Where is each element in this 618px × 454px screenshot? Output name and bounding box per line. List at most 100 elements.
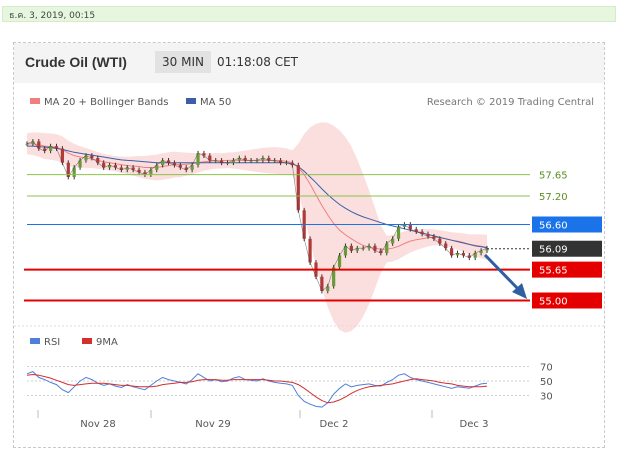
chart-title: Crude Oil (WTI)	[25, 54, 127, 70]
price-candle	[84, 155, 88, 161]
price-candle	[119, 167, 123, 170]
legend-rsi-ma-swatch	[82, 338, 92, 344]
price-candle	[326, 286, 330, 291]
price-candle	[25, 143, 29, 145]
price-candle	[202, 153, 206, 156]
price-candle	[455, 253, 460, 256]
x-axis: Nov 28 Nov 29 Dec 2 Dec 3	[37, 410, 489, 430]
price-candle	[184, 167, 188, 170]
price-candle	[485, 248, 489, 251]
price-candle	[220, 160, 224, 163]
price-candle	[66, 162, 70, 177]
price-candle	[190, 165, 194, 170]
price-candle	[231, 160, 236, 163]
legend-rsi-ma-label: 9MA	[96, 337, 118, 348]
price-candle	[432, 236, 436, 239]
price-candle	[444, 243, 448, 249]
price-candle	[155, 165, 159, 170]
price-candle	[149, 169, 153, 175]
price-candle	[161, 160, 165, 166]
price-candle	[473, 253, 477, 258]
price-candle	[361, 248, 365, 250]
price-candle	[48, 146, 53, 151]
price-candle	[178, 165, 182, 168]
price-candle	[54, 146, 59, 149]
price-candle	[267, 158, 271, 161]
price-candle	[343, 245, 348, 256]
price-candle	[296, 165, 300, 211]
price-candle	[426, 234, 430, 237]
level-tag	[532, 240, 602, 257]
price-candle	[196, 153, 200, 166]
credit-text: Research © 2019 Trading Central	[427, 97, 594, 108]
price-candle	[166, 160, 171, 163]
timeframe-badge[interactable]: 30 MIN	[155, 51, 211, 73]
price-candle	[479, 250, 483, 253]
legend-ma50-swatch	[186, 98, 196, 104]
price-candle	[131, 167, 135, 170]
price-candle	[237, 158, 241, 161]
rsi-tick-label: 30	[540, 392, 553, 403]
level-tag	[532, 216, 602, 233]
chart-time: 01:18:08 CET	[217, 55, 298, 69]
level-label: 56.09	[539, 245, 568, 256]
price-candle	[31, 141, 35, 144]
rsi-tick-label: 50	[540, 377, 553, 388]
price-candle	[261, 158, 265, 161]
date-bar: ธ.ค. 3, 2019, 00:15	[2, 6, 616, 22]
level-label: 56.60	[539, 221, 568, 232]
level-tag	[532, 292, 602, 309]
price-candle	[438, 238, 442, 244]
price-candle	[408, 224, 412, 230]
level-lines: 57.65 57.20 56.60 56.09 55.65 55.00	[24, 171, 602, 309]
legend-rsi-label: RSI	[44, 337, 60, 348]
price-candle	[255, 160, 259, 162]
price-candle	[78, 160, 82, 168]
price-candle	[308, 238, 312, 263]
legend-ma20-swatch	[30, 98, 40, 104]
forecast-arrow-head	[512, 283, 527, 299]
x-axis-label: Dec 3	[460, 419, 489, 430]
price-candle	[214, 160, 218, 162]
price-candle	[467, 255, 471, 258]
price-candle	[320, 276, 324, 291]
price-candle	[208, 155, 212, 161]
price-candle	[90, 155, 94, 158]
price-candle	[125, 167, 129, 170]
price-candle	[385, 243, 389, 253]
level-label: 57.20	[539, 192, 568, 203]
price-candle	[72, 167, 76, 177]
level-label: 55.65	[539, 266, 568, 277]
price-candle	[355, 248, 359, 251]
price-candle	[137, 169, 141, 173]
price-candle	[284, 162, 289, 164]
price-candle	[225, 162, 230, 164]
date-text: ธ.ค. 3, 2019, 00:15	[9, 11, 96, 21]
rsi-tick-label: 70	[540, 363, 553, 374]
price-candle	[243, 158, 247, 161]
price-candle	[107, 165, 112, 168]
price-candle	[278, 160, 283, 163]
price-candle	[349, 245, 353, 251]
price-candle	[249, 160, 253, 162]
price-candle	[172, 162, 177, 166]
price-line	[26, 141, 488, 292]
legend-rsi-swatch	[30, 338, 40, 344]
forecast-arrow	[483, 253, 523, 294]
price-candle	[332, 267, 336, 287]
price-candle	[60, 148, 64, 163]
level-label: 57.65	[539, 171, 568, 182]
x-axis-label: Dec 2	[320, 419, 349, 430]
rsi-line	[26, 371, 488, 408]
price-candle	[102, 162, 106, 168]
price-candle	[337, 255, 342, 268]
rsi-plot: 70 50 30	[26, 363, 553, 408]
price-candle	[37, 141, 41, 149]
price-candle	[396, 226, 401, 239]
legend-ma50-label: MA 50	[200, 97, 231, 108]
price-candle	[96, 158, 100, 163]
price-candle	[290, 162, 294, 166]
price-candle	[402, 224, 407, 227]
legend-ma20-label: MA 20 + Bollinger Bands	[44, 97, 168, 108]
